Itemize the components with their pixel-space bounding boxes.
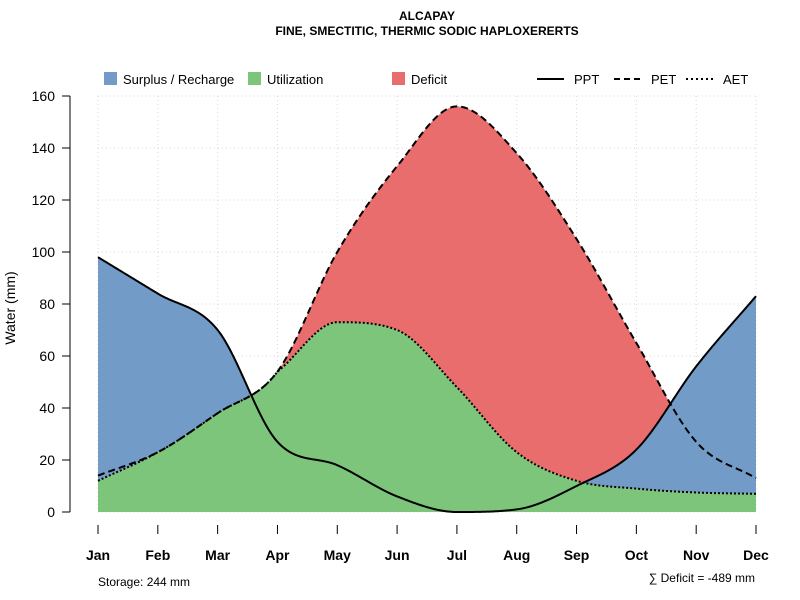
chart-title: ALCAPAY: [399, 9, 455, 23]
x-tick-label: Sep: [564, 547, 590, 563]
chart-legend: Surplus / Recharge Utilization Deficit PPT P…: [104, 72, 748, 87]
legend-swatch: [104, 72, 117, 85]
y-tick-label: 160: [32, 88, 56, 104]
area-fills: [98, 106, 756, 512]
y-tick-label: 80: [39, 296, 55, 312]
legend-label: Utilization: [267, 72, 323, 87]
deficit-note: ∑ Deficit = -489 mm: [649, 571, 755, 585]
series-line-aet: [97, 321, 757, 495]
x-tick-label: Jan: [86, 547, 110, 563]
x-tick-label: Jul: [447, 547, 467, 563]
y-tick-label: 100: [32, 244, 56, 260]
x-tick-label: Apr: [265, 547, 290, 563]
deficit-area: [98, 106, 756, 494]
y-tick-label: 120: [32, 192, 56, 208]
y-tick-label: 0: [47, 504, 55, 520]
storage-note: Storage: 244 mm: [98, 575, 190, 589]
y-axis-label: Water (mm): [2, 271, 18, 344]
legend-label: PET: [651, 72, 676, 87]
legend-label: AET: [723, 72, 748, 87]
utilization-area: [98, 322, 756, 512]
x-tick-label: Nov: [683, 547, 710, 563]
y-tick-label: 40: [39, 400, 55, 416]
y-tick-label: 20: [39, 452, 55, 468]
series-lines: [97, 105, 757, 513]
series-line-ppt: [97, 256, 757, 513]
legend-swatch: [392, 72, 405, 85]
x-tick-label: Dec: [743, 547, 769, 563]
x-tick-label: Mar: [205, 547, 230, 563]
y-tick-label: 140: [32, 140, 56, 156]
legend-label: PPT: [574, 72, 599, 87]
x-tick-label: Jun: [385, 547, 410, 563]
legend-label: Surplus / Recharge: [123, 72, 234, 87]
chart-subtitle: FINE, SMECTITIC, THERMIC SODIC HAPLOXERE…: [275, 24, 578, 38]
y-tick-label: 60: [39, 348, 55, 364]
x-tick-label: Oct: [625, 547, 649, 563]
legend-swatch: [248, 72, 261, 85]
axes: 0 20 40 60 80 100 120 140 160 Jan Feb Mar Apr May Jun J…: [32, 88, 769, 563]
x-tick-label: Feb: [145, 547, 170, 563]
x-tick-label: May: [324, 547, 351, 563]
surplus-recharge-area: [98, 257, 756, 494]
legend-label: Deficit: [411, 72, 448, 87]
x-tick-label: Aug: [503, 547, 530, 563]
